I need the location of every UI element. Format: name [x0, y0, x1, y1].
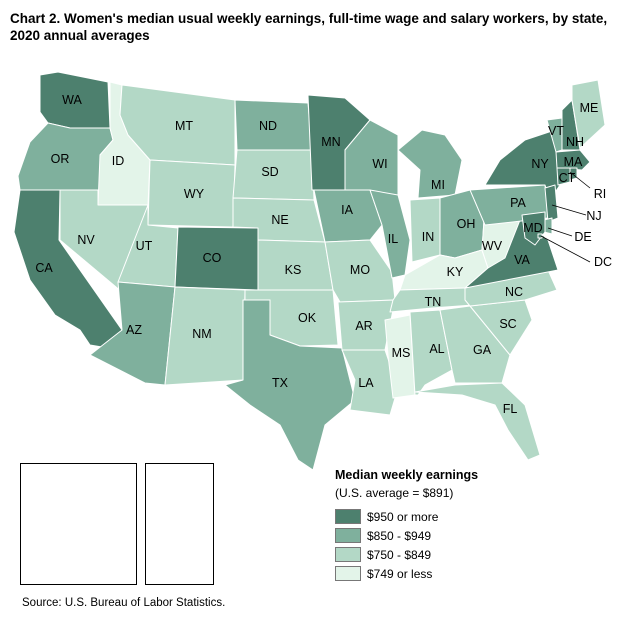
legend-swatch	[335, 547, 361, 562]
state-label-nv: NV	[77, 233, 95, 247]
state-label-ny: NY	[531, 157, 549, 171]
state-label-ia: IA	[341, 203, 353, 217]
state-ct	[556, 167, 571, 186]
state-label-pa: PA	[510, 196, 526, 210]
chart-title: Chart 2. Women's median usual weekly ear…	[10, 11, 608, 43]
legend-label: $850 - $949	[367, 528, 432, 543]
state-label-mn: MN	[321, 135, 340, 149]
state-label-ks: KS	[285, 263, 302, 277]
state-label-oh: OH	[457, 217, 476, 231]
state-label-tx: TX	[272, 376, 289, 390]
state-label-sd: SD	[261, 165, 278, 179]
state-mi	[397, 129, 463, 199]
state-label-va: VA	[514, 253, 530, 267]
state-label-mi: MI	[431, 178, 445, 192]
state-label-dc: DC	[594, 255, 612, 269]
state-label-md: MD	[523, 221, 542, 235]
state-label-sc: SC	[499, 317, 516, 331]
state-label-la: LA	[358, 376, 374, 390]
legend-swatch	[335, 509, 361, 524]
legend-item-749-or-less: $749 or less	[335, 564, 478, 583]
state-label-ok: OK	[298, 311, 317, 325]
state-label-nd: ND	[259, 119, 277, 133]
state-label-co: CO	[203, 251, 222, 265]
state-label-ar: AR	[355, 319, 372, 333]
state-dc	[537, 233, 543, 239]
legend-label: $750 - $849	[367, 547, 432, 562]
state-label-wa: WA	[62, 93, 82, 107]
state-me	[571, 79, 606, 149]
state-label-ri: RI	[594, 187, 607, 201]
state-label-az: AZ	[126, 323, 142, 337]
state-label-tn: TN	[425, 295, 442, 309]
state-label-mo: MO	[350, 263, 370, 277]
state-label-ms: MS	[392, 346, 411, 360]
state-label-ga: GA	[473, 343, 492, 357]
state-label-me: ME	[580, 101, 599, 115]
hawaii-inset	[145, 463, 214, 585]
state-label-ca: CA	[35, 261, 53, 275]
state-label-ne: NE	[271, 213, 288, 227]
state-label-ut: UT	[136, 239, 153, 253]
state-label-wv: WV	[482, 239, 503, 253]
state-label-nm: NM	[192, 327, 211, 341]
legend-label: $950 or more	[367, 509, 439, 524]
state-label-il: IL	[388, 232, 398, 246]
state-la	[341, 349, 399, 416]
legend-item-850-949: $850 - $949	[335, 526, 478, 545]
state-label-fl: FL	[503, 402, 518, 416]
state-ca	[13, 189, 123, 351]
state-label-ct: CT	[559, 171, 576, 185]
state-label-id: ID	[112, 154, 125, 168]
state-label-ma: MA	[564, 155, 583, 169]
state-label-vt: VT	[548, 124, 564, 138]
state-label-nj: NJ	[586, 209, 601, 223]
state-fl	[414, 382, 541, 461]
state-nj	[544, 184, 559, 223]
legend-item-750-849: $750 - $849	[335, 545, 478, 564]
state-label-in: IN	[422, 230, 435, 244]
legend-title: Median weekly earnings	[335, 468, 479, 482]
state-label-de: DE	[574, 230, 591, 244]
legend: Median weekly earnings (U.S. average = $…	[335, 468, 478, 583]
state-label-nh: NH	[566, 135, 584, 149]
state-ms	[384, 314, 416, 399]
state-ma	[555, 149, 591, 171]
state-label-nc: NC	[505, 285, 523, 299]
source-note: Source: U.S. Bureau of Labor Statistics.	[22, 597, 226, 609]
state-tx	[224, 299, 356, 471]
legend-label: $749 or less	[367, 566, 433, 581]
alaska-inset	[20, 463, 137, 585]
state-label-al: AL	[429, 342, 444, 356]
state-label-wy: WY	[184, 187, 205, 201]
legend-swatch	[335, 566, 361, 581]
state-label-mt: MT	[175, 119, 193, 133]
state-label-or: OR	[51, 152, 70, 166]
legend-item-950-or-more: $950 or more	[335, 507, 478, 526]
legend-subtitle: (U.S. average = $891)	[335, 486, 454, 500]
legend-swatch	[335, 528, 361, 543]
state-label-ky: KY	[447, 265, 464, 279]
state-label-wi: WI	[372, 157, 387, 171]
